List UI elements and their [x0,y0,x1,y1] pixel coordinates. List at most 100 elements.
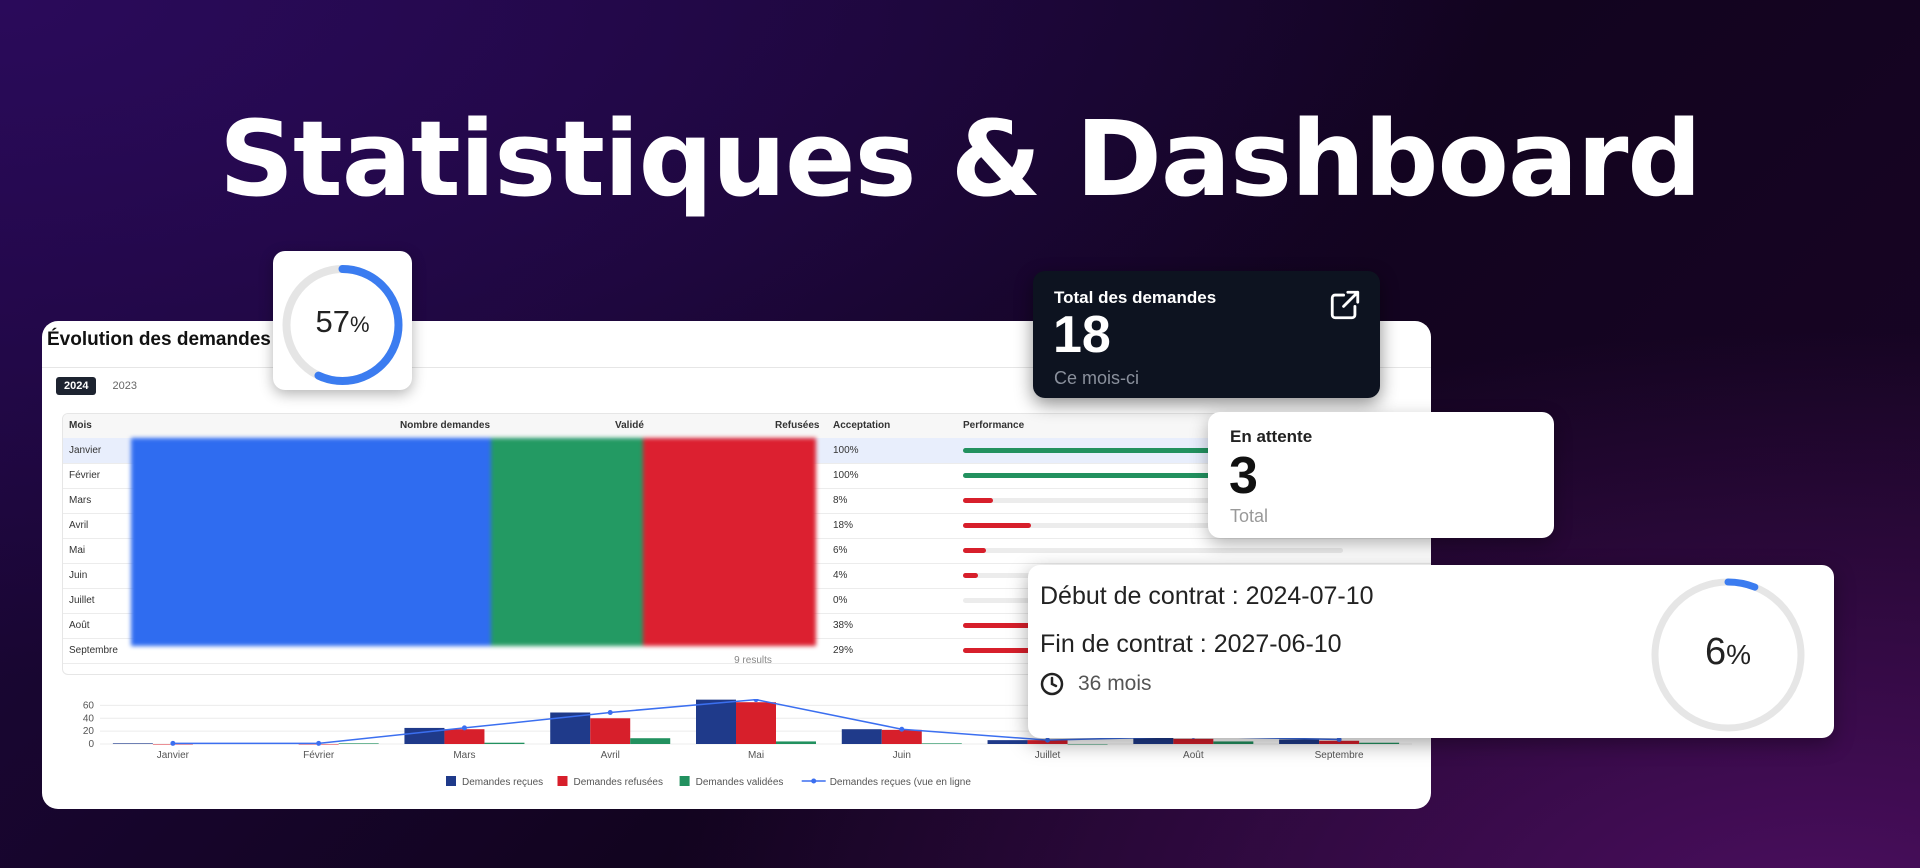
bar [1359,742,1400,744]
header-month[interactable]: Mois [69,420,92,431]
line-point [170,740,176,746]
line-point [607,710,613,715]
x-tick-label: Juillet [1035,750,1061,761]
line-point [753,699,759,703]
x-tick-label: Mai [748,750,764,761]
row-acceptance: 38% [833,620,854,631]
x-tick-label: Avril [601,750,620,761]
row-month: Janvier [69,445,102,456]
y-tick-label: 40 [83,713,95,724]
year-tab-2024[interactable]: 2024 [56,377,97,395]
row-acceptance: 18% [833,520,854,531]
pending-card: En attente 3 Total [1208,412,1554,538]
legend-swatch-dot [811,778,817,784]
bar [112,743,153,744]
acceptance-donut-card: 57% [273,251,412,390]
y-tick-label: 0 [88,739,94,750]
performance-fill [963,473,1343,478]
pending-label: En attente [1230,427,1313,446]
x-tick-label: Janvier [157,750,190,761]
total-requests-label: Total des demandes [1054,288,1217,307]
acceptance-percent: 57% [315,304,370,339]
line-point [461,725,467,731]
bar [1279,739,1320,744]
bar [404,727,445,744]
pending-sub: Total [1230,506,1269,526]
row-month: Mai [69,545,86,556]
performance-fill [963,523,1032,528]
performance-bar [963,473,1343,478]
contract-duration: 36 mois [1040,672,1152,696]
header-validated[interactable]: Validé [615,420,644,431]
row-acceptance: 29% [833,645,854,656]
row-month: Août [69,620,90,631]
evolution-title: Évolution des demandes [47,329,271,350]
header-acceptance[interactable]: Acceptation [833,420,891,431]
row-acceptance: 100% [833,470,859,481]
year-tab-2023[interactable]: 2023 [112,380,137,392]
performance-bar [963,523,1343,528]
legend-label: Demandes refusées [574,777,664,788]
bar [630,738,671,744]
results-count: 9 results [734,655,772,666]
row-month: Septembre [69,645,118,656]
row-acceptance: 4% [833,570,848,581]
y-tick-label: 60 [83,700,95,711]
legend-swatch [446,776,456,786]
bar [921,743,962,744]
bar [484,742,525,744]
divider [42,367,1431,368]
x-tick-label: Juin [893,750,911,761]
bar [1213,741,1254,744]
external-link-icon[interactable] [1328,288,1362,322]
row-month: Juillet [69,595,95,606]
legend-swatch [557,776,568,786]
header-performance[interactable]: Performance [963,420,1025,431]
x-tick-label: Septembre [1315,750,1364,761]
legend-label: Demandes validées [696,777,784,788]
row-month: Avril [69,520,89,531]
bar [696,699,736,744]
header-refused[interactable]: Refusées [775,420,820,431]
row-acceptance: 100% [833,445,859,456]
row-acceptance: 6% [833,545,848,556]
pending-value: 3 [1229,447,1258,505]
performance-bar [963,448,1343,453]
row-acceptance: 0% [833,595,848,606]
x-tick-label: Février [303,750,335,761]
performance-bar [963,548,1343,553]
total-requests-period: Ce mois-ci [1054,368,1140,388]
legend-label: Demandes reçues (vue en ligne [830,777,972,788]
total-requests-value: 18 [1053,306,1111,364]
performance-fill [963,548,986,553]
hero-title: Statistiques & Dashboard [219,98,1702,220]
header-count[interactable]: Nombre demandes [400,420,491,431]
total-requests-card[interactable]: Total des demandes 18 Ce mois-ci [1033,271,1380,398]
contract-start: Début de contrat : 2024-07-10 [1040,582,1374,610]
contract-card: Début de contrat : 2024-07-10 Fin de con… [1028,565,1834,738]
bar [736,702,776,744]
x-tick-label: Août [1183,750,1204,761]
performance-fill [963,448,1343,453]
bar [1319,740,1360,744]
bar [1067,744,1108,745]
legend-label: Demandes reçues [462,777,543,788]
performance-fill [963,498,994,503]
row-month: Juin [69,570,88,581]
legend-swatch [679,776,690,786]
line-point [316,740,322,746]
bar [590,718,631,744]
bar [338,743,379,744]
line-point [899,726,905,732]
blurred-columns [131,438,831,646]
row-month: Mars [69,495,92,506]
contract-end: Fin de contrat : 2027-06-10 [1040,630,1342,658]
y-tick-label: 20 [83,726,95,737]
row-month: Février [69,470,101,481]
line-point [1045,737,1051,743]
contract-progress-ring [1651,578,1805,732]
bar [841,729,882,744]
line-point [1336,737,1342,742]
contract-duration-text: 36 mois [1078,672,1152,695]
bar [444,729,485,744]
